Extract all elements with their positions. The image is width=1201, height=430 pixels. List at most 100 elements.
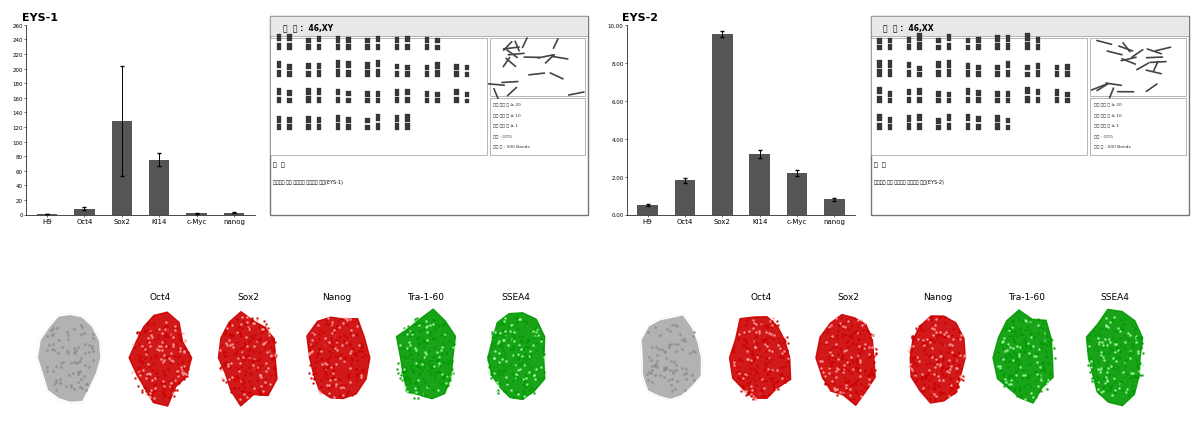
Bar xyxy=(365,39,370,44)
Bar xyxy=(317,117,321,123)
Bar xyxy=(336,116,340,123)
Bar xyxy=(976,72,981,77)
Bar xyxy=(888,125,892,131)
Bar xyxy=(365,99,370,104)
Text: Nanog: Nanog xyxy=(322,292,352,301)
Bar xyxy=(406,66,410,71)
Bar xyxy=(395,116,400,123)
Bar xyxy=(406,115,410,122)
Polygon shape xyxy=(729,317,790,399)
Text: 분석 세포 수 ≥ 20: 분석 세포 수 ≥ 20 xyxy=(492,102,521,106)
Bar xyxy=(976,91,981,97)
Bar xyxy=(1026,43,1029,51)
Bar xyxy=(395,124,400,131)
Text: 핵형 이상 수 ≥ 1: 핵형 이상 수 ≥ 1 xyxy=(492,123,518,127)
Bar xyxy=(996,98,1000,104)
Bar xyxy=(270,17,588,37)
Bar xyxy=(395,64,400,70)
Bar xyxy=(877,70,882,77)
Bar xyxy=(425,92,429,98)
Bar xyxy=(1065,65,1070,71)
Bar xyxy=(907,37,912,43)
Bar xyxy=(877,123,882,131)
Bar xyxy=(966,71,970,77)
Bar xyxy=(976,125,981,131)
Bar xyxy=(346,98,351,104)
Bar xyxy=(749,154,770,215)
Bar xyxy=(346,125,351,131)
Bar xyxy=(1026,72,1029,77)
Bar xyxy=(1006,71,1010,77)
Bar xyxy=(918,67,921,71)
Bar xyxy=(365,63,370,70)
Bar xyxy=(966,97,970,104)
Text: 방법 : GTG: 방법 : GTG xyxy=(492,134,512,138)
Bar xyxy=(336,61,340,68)
Bar xyxy=(435,71,440,77)
Text: Sox2: Sox2 xyxy=(237,292,259,301)
Bar xyxy=(1006,99,1010,104)
Bar xyxy=(490,39,585,96)
Bar xyxy=(149,160,169,215)
Bar xyxy=(425,38,429,44)
Bar xyxy=(907,89,912,96)
Bar xyxy=(1054,65,1059,71)
Bar xyxy=(937,46,940,51)
Bar xyxy=(996,92,1000,97)
Bar xyxy=(376,70,381,77)
Bar xyxy=(675,181,695,215)
Bar xyxy=(877,97,882,104)
Bar xyxy=(395,45,400,51)
Bar xyxy=(317,71,321,77)
Bar xyxy=(306,39,311,44)
Bar xyxy=(365,45,370,51)
Bar xyxy=(287,43,292,51)
Bar xyxy=(376,99,381,104)
Bar xyxy=(306,71,311,77)
Bar xyxy=(395,98,400,104)
Bar xyxy=(907,98,912,104)
Bar xyxy=(435,63,440,70)
Bar xyxy=(1054,72,1059,77)
Bar xyxy=(946,70,951,77)
Bar xyxy=(918,123,921,131)
Bar xyxy=(937,92,940,97)
Bar xyxy=(1035,37,1040,43)
Bar xyxy=(1026,66,1029,71)
Text: 그  림: 그 림 xyxy=(874,162,885,167)
Bar xyxy=(918,115,921,122)
Bar xyxy=(435,46,440,51)
Bar xyxy=(787,173,807,215)
Bar xyxy=(406,98,410,104)
Bar xyxy=(976,117,981,123)
Bar xyxy=(1065,99,1070,104)
Text: 환자세포 유래 줄기세포 핵형분석 결과(EYS-2): 환자세포 유래 줄기세포 핵형분석 결과(EYS-2) xyxy=(874,179,944,184)
Bar xyxy=(395,37,400,43)
Bar xyxy=(465,93,470,98)
Bar xyxy=(888,38,892,44)
Bar xyxy=(276,117,281,123)
Bar xyxy=(276,62,281,69)
Bar xyxy=(877,115,882,122)
Bar xyxy=(996,36,1000,43)
Text: EYS-1: EYS-1 xyxy=(22,13,58,23)
Bar xyxy=(1054,90,1059,97)
Bar xyxy=(966,64,970,70)
Bar xyxy=(966,115,970,122)
Bar xyxy=(395,72,400,77)
Text: 분석 세포 수 ≥ 10: 분석 세포 수 ≥ 10 xyxy=(492,113,521,117)
Bar xyxy=(1026,34,1029,42)
Bar xyxy=(276,125,281,131)
Bar xyxy=(276,71,281,77)
Bar xyxy=(223,213,244,215)
Polygon shape xyxy=(130,313,192,406)
Bar xyxy=(376,123,381,131)
Text: Sox2: Sox2 xyxy=(837,292,860,301)
Bar xyxy=(1035,98,1040,104)
Polygon shape xyxy=(993,310,1053,403)
Bar xyxy=(1026,88,1029,95)
Bar xyxy=(946,99,951,104)
Text: 결  과 :  46,XX: 결 과 : 46,XX xyxy=(884,24,934,33)
Bar xyxy=(425,99,429,104)
Bar xyxy=(365,71,370,77)
